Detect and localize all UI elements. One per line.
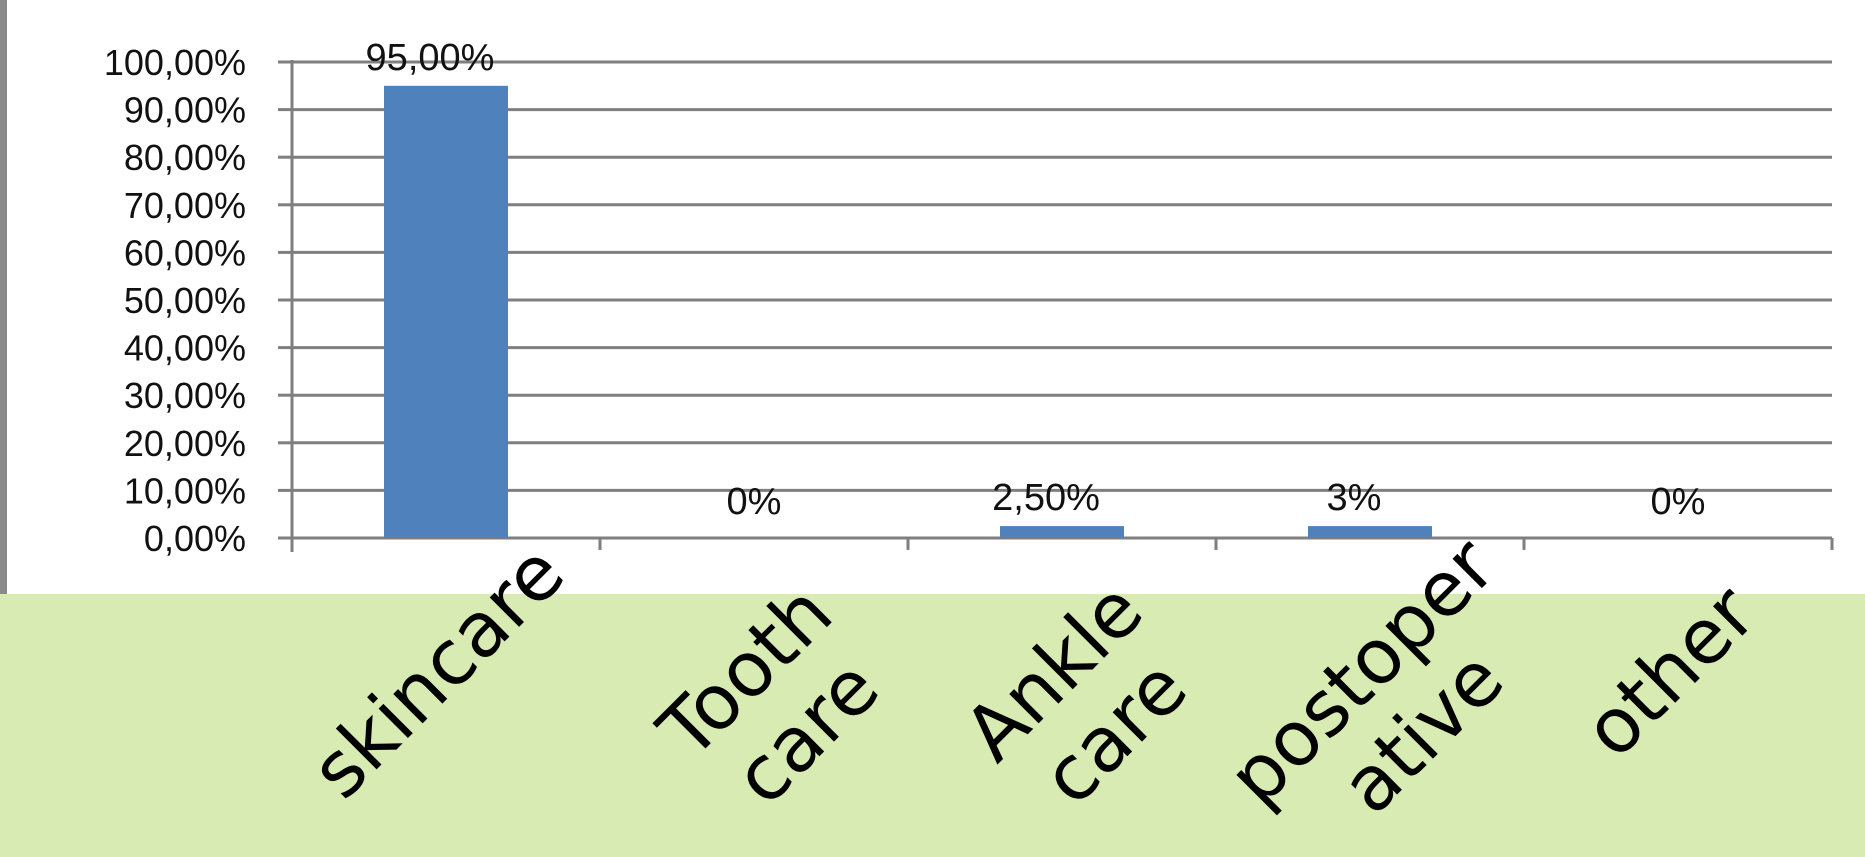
data-labels: 95,00% 0% 2,50% 3% 0% bbox=[366, 37, 1706, 523]
y-tick-label: 70,00% bbox=[124, 185, 246, 226]
y-tick-label: 90,00% bbox=[124, 90, 246, 131]
y-tick-label: 60,00% bbox=[124, 232, 246, 273]
chart-left-border bbox=[0, 0, 7, 600]
category-label-band bbox=[0, 594, 1865, 857]
bar-skincare bbox=[384, 85, 508, 539]
y-tick-label: 100,00% bbox=[104, 42, 246, 83]
data-label: 0% bbox=[1651, 481, 1706, 523]
bar-ankle-care bbox=[1000, 526, 1124, 538]
y-tick-label: 40,00% bbox=[124, 328, 246, 369]
y-tick-label: 20,00% bbox=[124, 423, 246, 464]
y-tick-label: 30,00% bbox=[124, 375, 246, 416]
data-label: 2,50% bbox=[992, 477, 1100, 519]
y-tick-label: 50,00% bbox=[124, 280, 246, 321]
gridlines bbox=[292, 60, 1832, 492]
y-tick-label: 10,00% bbox=[124, 470, 246, 511]
y-tick-label: 80,00% bbox=[124, 137, 246, 178]
bar-postoperative bbox=[1308, 526, 1432, 538]
data-label: 0% bbox=[727, 481, 782, 523]
bars bbox=[384, 85, 1432, 539]
data-label: 3% bbox=[1327, 477, 1382, 519]
data-label: 95,00% bbox=[366, 37, 495, 79]
y-tick-labels: 0,00% 10,00% 20,00% 30,00% 40,00% 50,00% 60,00… bbox=[104, 42, 246, 559]
y-tick-label: 0,00% bbox=[144, 518, 246, 559]
